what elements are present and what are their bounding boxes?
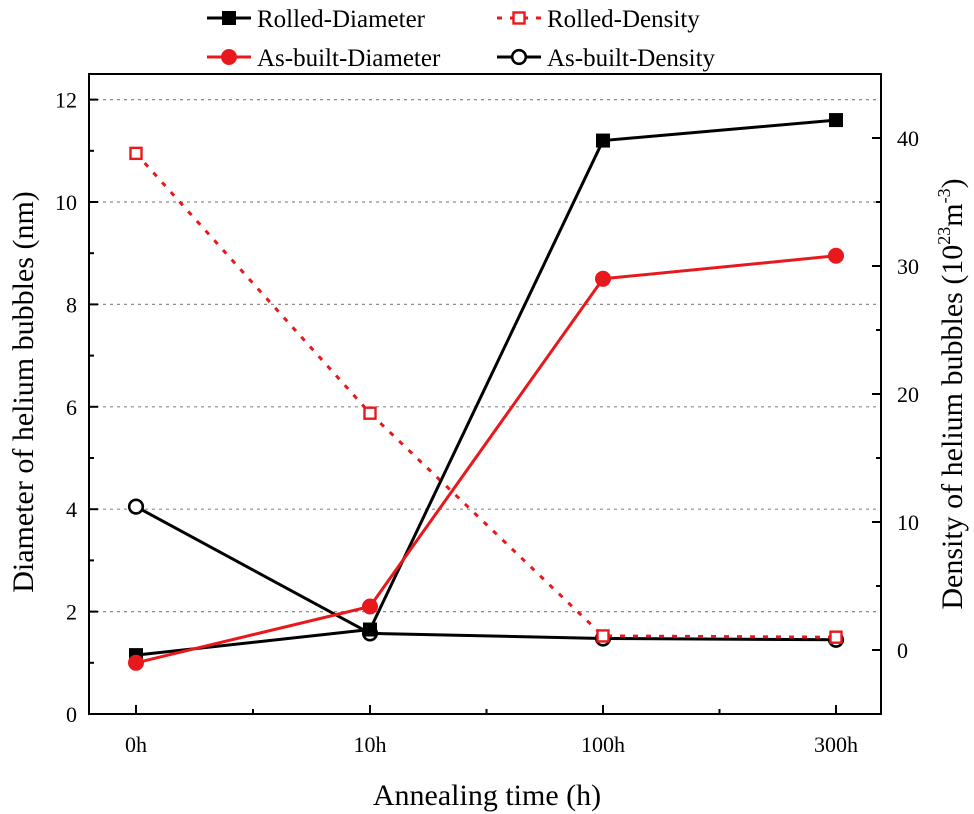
x-tick-label: 100h — [581, 732, 625, 757]
series-line — [135, 254, 837, 665]
y-right-tick-label: 40 — [897, 126, 919, 151]
data-point — [829, 113, 843, 128]
legend-entry: As-built-Diameter — [207, 45, 441, 72]
y-axis-right-title-prefix: Density of helium bubbles (10 — [936, 245, 969, 610]
series-line — [135, 505, 837, 642]
y-axis-right-title-exp1: 23 — [934, 227, 954, 245]
y-left-tick-label: 0 — [66, 702, 77, 727]
y-left-tick-label: 2 — [66, 600, 77, 625]
x-tick-label: 10h — [354, 732, 387, 757]
legend-label: As-built-Density — [547, 45, 716, 72]
y-left-tick-label: 8 — [66, 292, 77, 317]
series-layer — [127, 113, 845, 671]
data-point — [129, 146, 143, 161]
y-axis-right-title: Density of helium bubbles (1023m-3) — [934, 178, 969, 609]
legend-marker — [221, 49, 237, 65]
data-point — [362, 598, 378, 615]
legend-label: Rolled-Diameter — [257, 6, 426, 33]
gridlines — [89, 98, 881, 613]
legend-marker — [222, 11, 236, 25]
data-point — [363, 406, 377, 420]
legend-entry: Rolled-Density — [497, 6, 700, 33]
y-left-tick-label: 12 — [55, 88, 77, 113]
legend-marker — [512, 11, 526, 25]
x-tick-label: 300h — [814, 732, 858, 757]
y-right-tick-label: 20 — [897, 382, 919, 407]
legend-entry: Rolled-Diameter — [207, 6, 426, 33]
series-rolled-density — [129, 146, 843, 644]
y-axis-right-title-suffix: ) — [936, 178, 969, 188]
y-right-tick-label: 10 — [897, 510, 919, 535]
data-point — [596, 133, 610, 148]
series-as-built-diameter — [128, 247, 844, 671]
y-left-tick-label: 10 — [55, 190, 77, 215]
y-right-tick-label: 0 — [897, 638, 908, 663]
series-line — [134, 152, 837, 639]
y-right-tick-label: 30 — [897, 254, 919, 279]
x-tick-label: 0h — [125, 732, 147, 757]
legend-marker — [510, 48, 528, 66]
data-point — [128, 654, 144, 671]
legend-label: As-built-Diameter — [257, 45, 441, 72]
legend-entry: As-built-Density — [497, 45, 716, 72]
y-axis-right-title-mid: m — [936, 203, 969, 226]
data-point — [596, 629, 610, 643]
x-axis-title: Annealing time (h) — [373, 779, 601, 812]
data-point — [127, 498, 145, 515]
y-left-tick-label: 6 — [66, 395, 77, 420]
legend: Rolled-Diameter Rolled-Density As-built-Di… — [207, 6, 716, 72]
data-point — [829, 630, 843, 644]
series-rolled-diameter — [129, 113, 843, 663]
data-point — [828, 247, 844, 264]
legend-label: Rolled-Density — [547, 6, 700, 33]
y-left-tick-label: 4 — [66, 497, 77, 522]
y-axis-right-title-exp2: -3 — [934, 188, 954, 203]
y-axis-left-title: Diameter of helium bubbles (nm) — [7, 191, 40, 593]
data-point — [595, 270, 611, 287]
axes: 0 2 4 6 8 10 12 0 10 20 30 40 0h 10h 100h 300h — [55, 88, 919, 757]
data-point — [363, 622, 377, 637]
series-as-built-density — [127, 498, 845, 648]
series-line — [135, 118, 837, 657]
plot-frame — [88, 73, 882, 715]
